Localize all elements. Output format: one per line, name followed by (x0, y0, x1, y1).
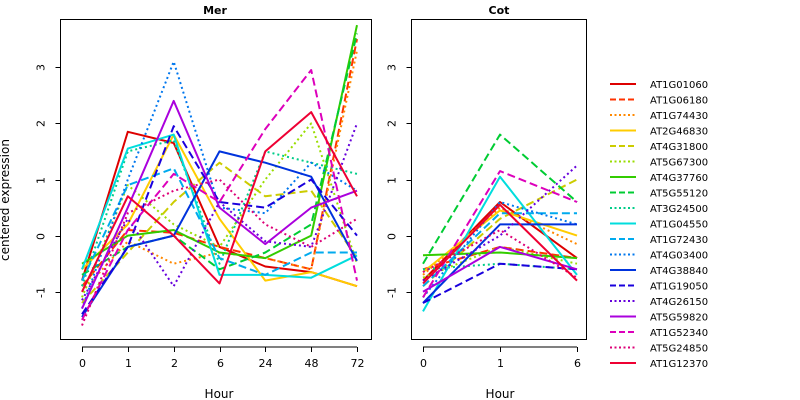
panel-mer-series (81, 24, 358, 326)
series-line-at1g52340 (81, 69, 358, 321)
legend-label: AT1G52340 (650, 328, 708, 339)
legend-label: AT5G67300 (650, 158, 708, 169)
panel-cot-frame (411, 19, 587, 340)
legend-label: AT1G04550 (650, 220, 708, 231)
legend-label: AT1G01060 (650, 80, 708, 91)
series-line-at4g37760 (81, 24, 358, 265)
series-line-at1g12370 (81, 111, 358, 293)
x-tick-label: 48 (305, 357, 319, 370)
legend-entry: AT1G12370 (610, 359, 708, 370)
series-line-at5g59820 (422, 245, 578, 293)
legend-label: AT1G12370 (650, 359, 708, 370)
y-tick-label: 3 (35, 64, 48, 71)
x-tick-label: 24 (259, 357, 273, 370)
legend-entry: AT2G46830 (610, 127, 708, 138)
series-line-at2g46830 (422, 209, 578, 273)
y-tick-label: 0 (35, 233, 48, 240)
series-line-at5g59820 (81, 99, 358, 310)
panel-mer-title: Mer (203, 4, 227, 17)
legend-entry: AT5G59820 (610, 313, 708, 324)
x-tick-label: 6 (217, 357, 224, 370)
y-tick-label: 1 (386, 177, 399, 184)
x-tick-label: 0 (420, 357, 427, 370)
legend-entry: AT5G67300 (610, 158, 708, 169)
y-tick-label: 1 (35, 177, 48, 184)
panel-cot: Cot -1 0 1 2 3 0 1 6 Hour (386, 4, 587, 400)
legend: AT1G01060 AT1G06180 AT1G74430 AT2G46830 AT4G… (610, 80, 708, 370)
legend-entry: AT4G31800 (610, 142, 708, 153)
legend-entry: AT1G74430 (610, 111, 708, 122)
series-line-at4g26150 (81, 123, 358, 301)
series-line-at4g03400 (422, 201, 578, 299)
series-line-at1g72430 (81, 167, 357, 282)
legend-entry: AT1G52340 (610, 328, 708, 339)
panel-cot-x-label: Hour (486, 387, 515, 400)
legend-entry: AT1G01060 (610, 80, 708, 91)
series-line-at5g67300 (81, 122, 358, 298)
legend-entry: AT1G19050 (610, 282, 708, 293)
y-tick-label: 2 (386, 120, 399, 127)
legend-label: AT3G24500 (650, 204, 708, 215)
legend-entry: AT4G26150 (610, 297, 708, 308)
panel-mer-frame (60, 19, 372, 340)
series-line-at1g12370 (422, 203, 578, 285)
series-line-at1g72430 (422, 212, 577, 287)
panel-cot-y-axis: -1 0 1 2 3 (386, 64, 412, 298)
y-tick-label: 3 (386, 64, 399, 71)
legend-label: AT4G38840 (650, 266, 708, 277)
x-tick-label: 1 (125, 357, 132, 370)
panel-mer-x-axis: 0 1 2 6 24 48 72 (79, 346, 365, 370)
x-tick-label: 72 (351, 357, 365, 370)
panel-cot-x-axis: 0 1 6 (420, 346, 581, 370)
panel-mer-x-label: Hour (205, 387, 234, 400)
panel-cot-series (422, 133, 578, 312)
legend-label: AT4G26150 (650, 297, 708, 308)
legend-label: AT4G31800 (650, 142, 708, 153)
y-tick-label: -1 (386, 287, 399, 298)
legend-entry: AT4G38840 (610, 266, 708, 277)
legend-entry: AT1G06180 (610, 96, 708, 107)
panel-mer-y-axis: -1 0 1 2 3 (35, 64, 61, 298)
legend-label: AT1G19050 (650, 282, 708, 293)
legend-label: AT5G55120 (650, 189, 708, 200)
y-axis-label: centered expression (0, 139, 12, 261)
series-line-at5g24850 (81, 178, 358, 326)
series-line-at4g31800 (422, 178, 578, 287)
legend-label: AT1G06180 (650, 96, 708, 107)
x-tick-label: 6 (574, 357, 581, 370)
series-line-at1g04550 (81, 133, 358, 279)
legend-label: AT1G72430 (650, 235, 708, 246)
y-tick-label: 2 (35, 120, 48, 127)
series-line-at4g38840 (81, 150, 358, 318)
legend-label: AT5G24850 (650, 344, 708, 355)
series-line-at2g46830 (81, 133, 358, 288)
y-tick-label: -1 (35, 287, 48, 298)
x-tick-label: 2 (171, 357, 178, 370)
series-line-at5g67300 (422, 245, 578, 279)
legend-label: AT2G46830 (650, 127, 708, 138)
series-line-at1g52340 (422, 170, 578, 298)
legend-entry: AT1G04550 (610, 220, 708, 231)
y-tick-label: 0 (386, 233, 399, 240)
x-tick-label: 1 (497, 357, 504, 370)
legend-label: AT1G74430 (650, 111, 708, 122)
legend-label: AT4G37760 (650, 173, 708, 184)
series-line-at4g31800 (81, 161, 358, 304)
panel-cot-title: Cot (489, 4, 510, 17)
legend-entry: AT4G03400 (610, 251, 708, 262)
legend-entry: AT1G72430 (610, 235, 708, 246)
series-line-at5g55120 (422, 133, 578, 265)
legend-entry: AT3G24500 (610, 204, 708, 215)
legend-entry: AT4G37760 (610, 173, 708, 184)
legend-entry: AT5G24850 (610, 344, 708, 355)
series-line-at1g19050 (81, 125, 358, 315)
series-line-at3g24500 (81, 139, 358, 287)
x-tick-label: 0 (79, 357, 86, 370)
legend-label: AT4G03400 (650, 251, 708, 262)
panel-mer: Mer -1 0 1 2 3 0 1 2 6 24 48 72 Hour (35, 4, 372, 400)
legend-entry: AT5G55120 (610, 189, 708, 200)
legend-label: AT5G59820 (650, 313, 708, 324)
series-line-at1g19050 (422, 262, 578, 304)
